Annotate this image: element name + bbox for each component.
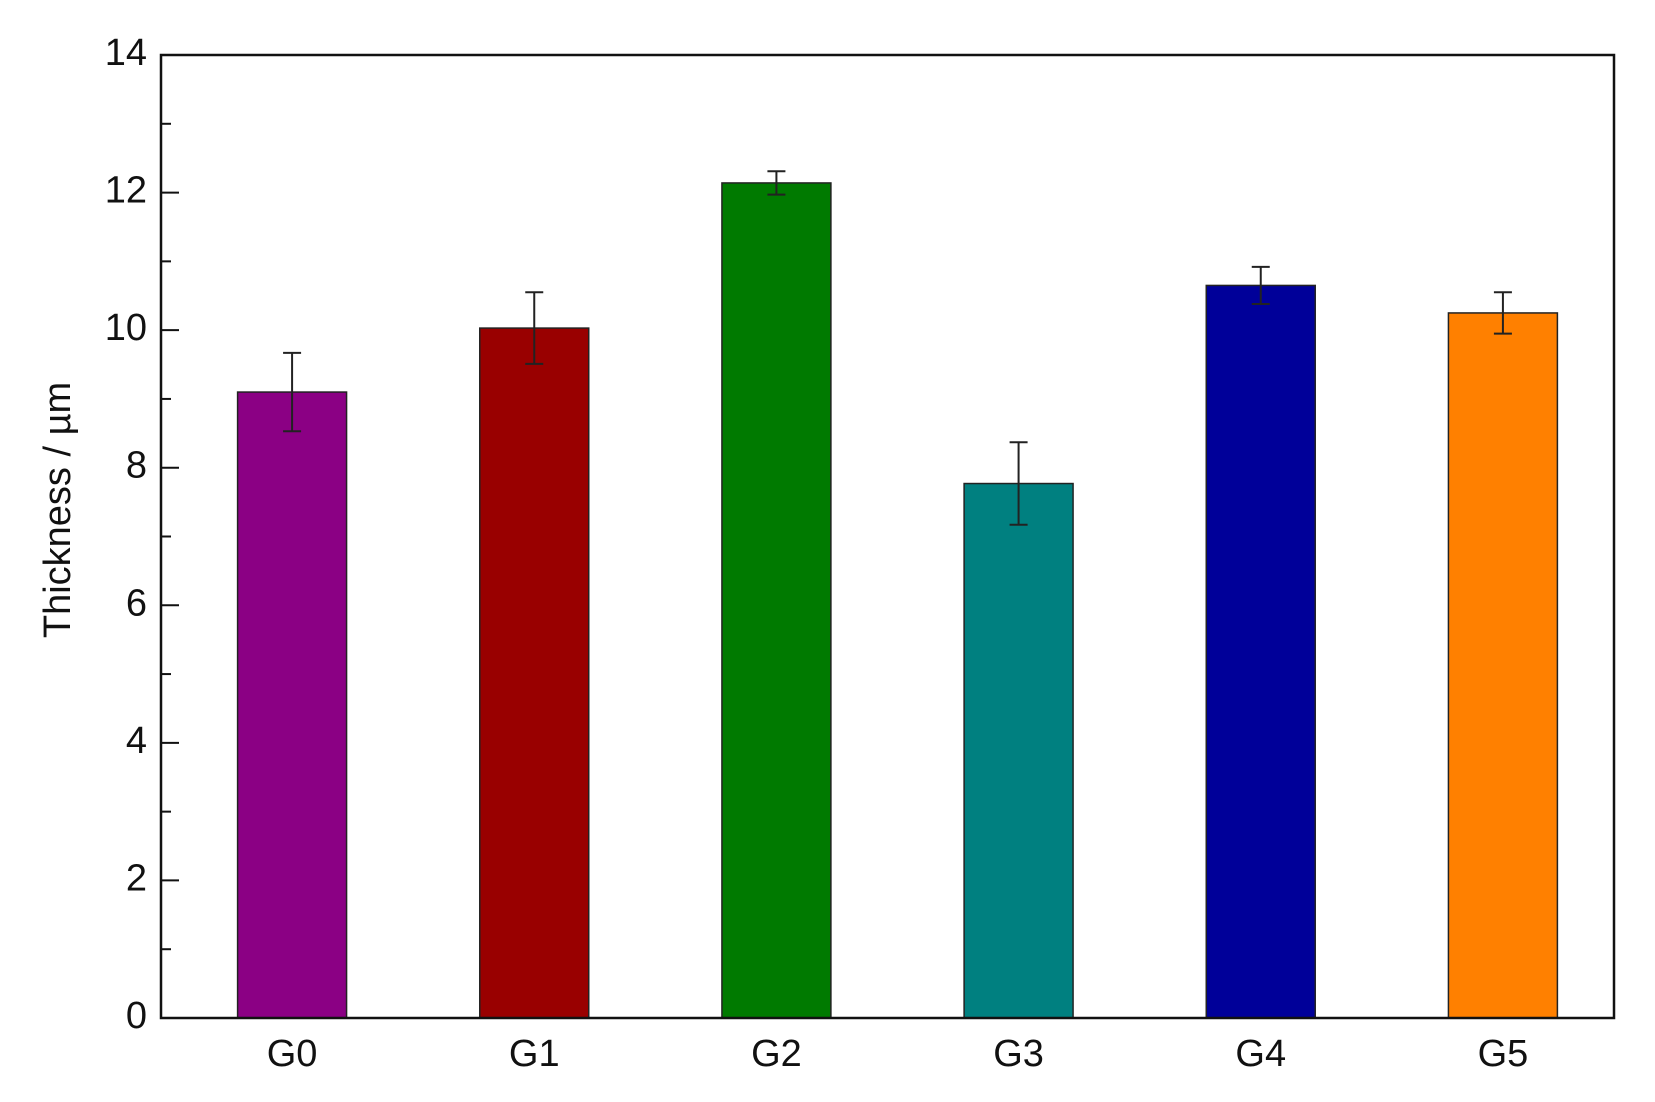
- x-tick-label: G2: [751, 1033, 802, 1075]
- bar: [963, 482, 1074, 1019]
- bar: [1447, 312, 1559, 1019]
- y-tick-label: 8: [126, 445, 147, 487]
- bar: [236, 391, 348, 1019]
- x-tick-label: G5: [1478, 1033, 1529, 1075]
- x-tick-label: G1: [509, 1033, 560, 1075]
- y-tick-label: 4: [126, 720, 147, 762]
- y-tick-label: 0: [126, 995, 147, 1037]
- y-tick-label: 6: [126, 582, 147, 624]
- y-axis-label: Thickness / µm: [37, 382, 79, 638]
- plot-frame: [159, 53, 1616, 1020]
- y-tick-label: 2: [126, 857, 147, 899]
- x-tick-label: G4: [1235, 1033, 1286, 1075]
- bar: [479, 327, 590, 1019]
- x-tick-label: G3: [993, 1033, 1044, 1075]
- y-tick-label: 12: [105, 170, 147, 212]
- x-tick-label: G0: [267, 1033, 318, 1075]
- y-tick-label: 10: [105, 307, 147, 349]
- bar: [1205, 284, 1316, 1019]
- bar: [721, 182, 832, 1019]
- y-tick-label: 14: [105, 32, 147, 74]
